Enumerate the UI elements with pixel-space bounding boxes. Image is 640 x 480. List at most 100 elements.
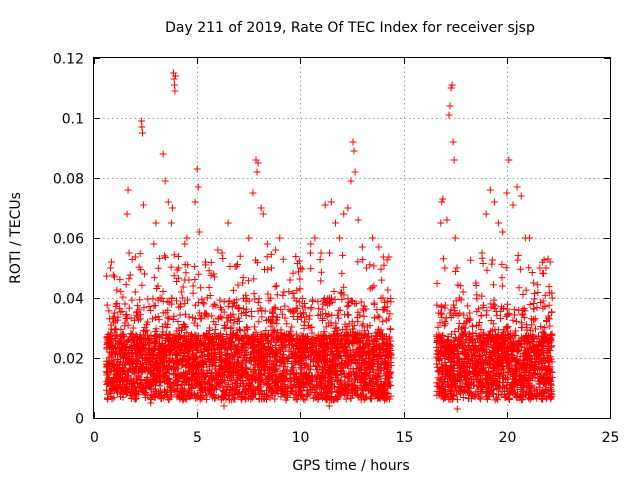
data-point [189,282,197,290]
data-point [245,389,253,397]
data-point [232,376,240,384]
data-point [178,389,186,397]
data-point [254,159,262,167]
data-point [373,306,381,314]
data-point [176,346,184,354]
data-point [233,333,241,341]
data-point [295,257,303,265]
data-point [233,369,241,377]
data-point [329,337,337,345]
data-point [199,391,207,399]
data-point [222,351,230,359]
data-point [206,380,214,388]
data-point [490,304,498,312]
data-point [218,306,226,314]
data-point [285,288,293,296]
data-point [281,302,289,310]
data-point [453,388,461,396]
data-point [457,296,465,304]
data-point [212,321,220,329]
data-point [366,261,374,269]
data-point [299,395,307,403]
data-point [295,354,303,362]
data-point [130,367,138,375]
data-point [504,378,512,386]
data-point [268,264,276,272]
data-point [493,312,501,320]
data-point [319,366,327,374]
data-point [217,334,225,342]
data-point [159,359,167,367]
data-point [341,342,349,350]
data-point [234,342,242,350]
data-point [164,313,172,321]
data-point [347,394,355,402]
data-point [207,271,215,279]
data-point [541,302,549,310]
data-point [281,334,289,342]
data-point [266,317,274,325]
data-point [354,334,362,342]
data-point [357,298,365,306]
data-point [493,341,501,349]
data-point [176,338,184,346]
data-point [435,355,443,363]
data-point [336,306,344,314]
data-point [184,359,192,367]
data-point [511,358,519,366]
data-point [536,264,544,272]
data-point [255,318,263,326]
data-point [290,350,298,358]
data-point [120,349,128,357]
data-point [165,347,173,355]
data-point [256,338,264,346]
data-point [250,275,258,283]
data-point [353,390,361,398]
data-point [151,393,159,401]
data-point [366,285,374,293]
data-point [111,309,119,317]
data-point [498,274,506,282]
data-point [111,317,119,325]
data-point [185,313,193,321]
data-point [189,361,197,369]
data-point [160,252,168,260]
data-point [207,356,215,364]
data-point [230,286,238,294]
data-point [132,311,140,319]
data-point [454,281,462,289]
data-point [228,391,236,399]
data-point [248,341,256,349]
data-point [151,345,159,353]
data-point [509,201,517,209]
data-point [161,253,169,261]
data-point [384,357,392,365]
data-point [117,288,125,296]
data-point [360,369,368,377]
data-point [494,326,502,334]
data-point [117,393,125,401]
data-point [259,395,267,403]
data-point [149,355,157,363]
data-point [434,323,442,331]
data-point [256,358,264,366]
data-point [237,343,245,351]
data-point [354,391,362,399]
data-point [164,362,172,370]
data-point [228,303,236,311]
data-point [208,312,216,320]
data-point [166,331,174,339]
data-point [526,234,534,242]
data-point [191,198,199,206]
data-point [245,356,253,364]
data-point [309,343,317,351]
data-point [184,353,192,361]
data-point [167,346,175,354]
data-point [136,315,144,323]
data-point [327,319,335,327]
data-point [220,402,228,410]
data-point [107,264,115,272]
data-point [195,270,203,278]
data-point [269,305,277,313]
data-point [170,75,178,83]
